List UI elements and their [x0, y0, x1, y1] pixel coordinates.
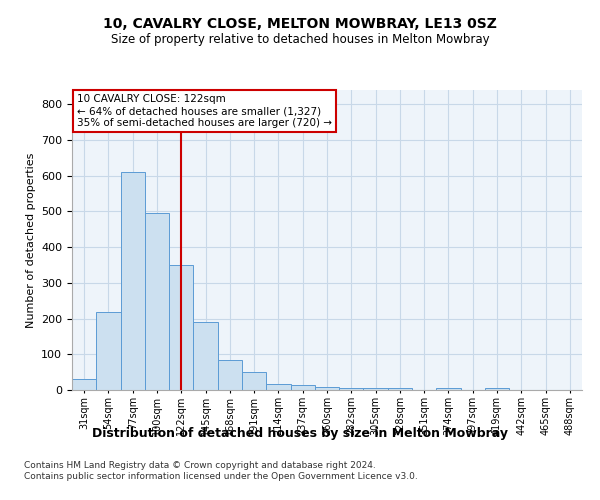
Bar: [169, 265, 193, 390]
Text: Contains public sector information licensed under the Open Government Licence v3: Contains public sector information licen…: [24, 472, 418, 481]
Text: Size of property relative to detached houses in Melton Mowbray: Size of property relative to detached ho…: [110, 32, 490, 46]
Bar: [436, 388, 461, 390]
Bar: [193, 322, 218, 390]
Bar: [72, 380, 96, 390]
Text: 10, CAVALRY CLOSE, MELTON MOWBRAY, LE13 0SZ: 10, CAVALRY CLOSE, MELTON MOWBRAY, LE13 …: [103, 18, 497, 32]
Text: Contains HM Land Registry data © Crown copyright and database right 2024.: Contains HM Land Registry data © Crown c…: [24, 460, 376, 469]
Y-axis label: Number of detached properties: Number of detached properties: [26, 152, 35, 328]
Bar: [364, 388, 388, 390]
Bar: [315, 387, 339, 390]
Text: 10 CAVALRY CLOSE: 122sqm
← 64% of detached houses are smaller (1,327)
35% of sem: 10 CAVALRY CLOSE: 122sqm ← 64% of detach…: [77, 94, 332, 128]
Bar: [121, 172, 145, 390]
Bar: [388, 388, 412, 390]
Bar: [145, 213, 169, 390]
Bar: [218, 360, 242, 390]
Bar: [96, 312, 121, 390]
Text: Distribution of detached houses by size in Melton Mowbray: Distribution of detached houses by size …: [92, 428, 508, 440]
Bar: [339, 388, 364, 390]
Bar: [485, 388, 509, 390]
Bar: [266, 384, 290, 390]
Bar: [290, 386, 315, 390]
Bar: [242, 372, 266, 390]
